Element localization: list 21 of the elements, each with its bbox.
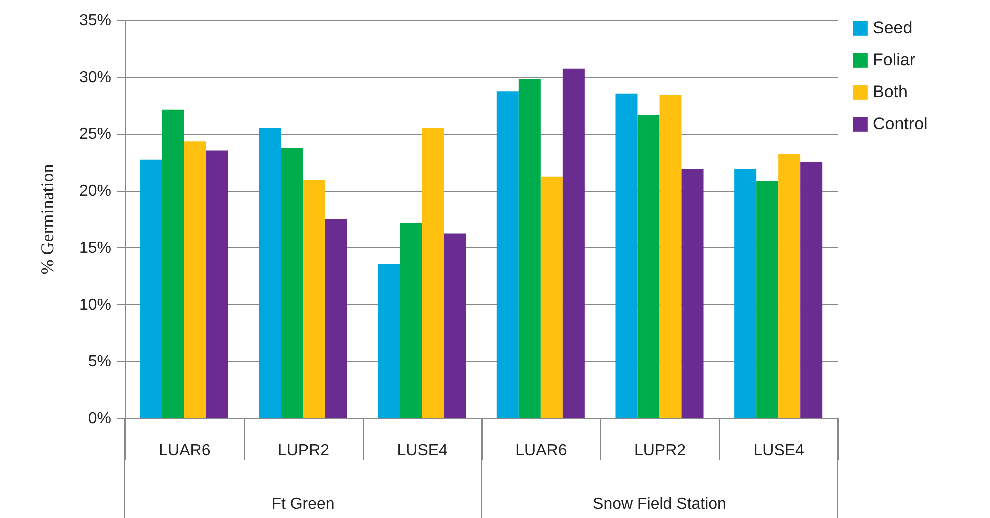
- y-tick-label: 0%: [88, 410, 112, 428]
- legend-label: Seed: [873, 18, 913, 38]
- y-axis-title: % Germination: [37, 164, 58, 275]
- y-tick-label: 35%: [79, 12, 112, 30]
- y-tick-label: 20%: [79, 183, 112, 200]
- x-tick-label: LUPR2: [634, 442, 686, 460]
- text: Ft Green: [272, 496, 335, 513]
- y-tick-label: 5%: [88, 354, 112, 371]
- x-tick-label: LUPR2: [278, 442, 330, 460]
- y-tick-label: 10%: [79, 296, 112, 314]
- legend-label: Foliar: [873, 50, 916, 70]
- x-tick-label: LUAR6: [516, 442, 568, 460]
- x-tick-label: LUAR6: [159, 442, 211, 460]
- x-tick-label: LUSE4: [754, 442, 805, 460]
- legend-label: Both: [873, 82, 908, 102]
- text: Snow Field Station: [593, 496, 726, 513]
- legend-label: Control: [873, 114, 928, 134]
- y-tick-label: 15%: [79, 240, 112, 257]
- y-tick-label: 30%: [79, 69, 112, 86]
- x-tick-label: LUSE4: [397, 442, 448, 460]
- y-tick-label: 25%: [79, 126, 112, 144]
